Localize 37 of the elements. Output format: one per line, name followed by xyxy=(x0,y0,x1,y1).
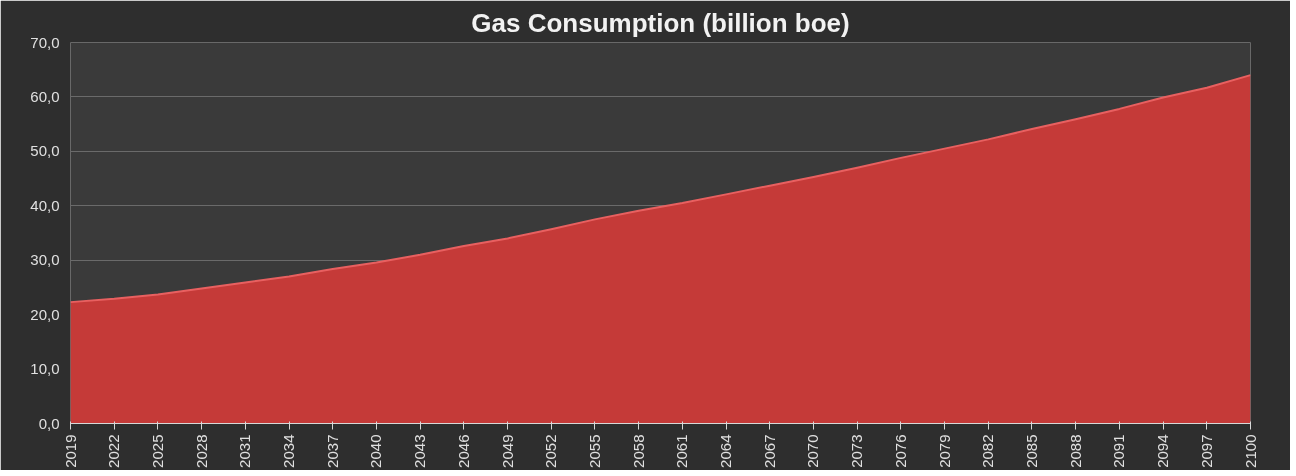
x-tick-label: 2073 xyxy=(848,434,866,468)
y-tick-label: 0,0 xyxy=(38,414,60,432)
y-tick-label: 20,0 xyxy=(30,305,60,323)
x-tick-label: 2025 xyxy=(148,434,166,468)
y-tick-label: 40,0 xyxy=(30,196,60,214)
x-tick-label: 2049 xyxy=(498,434,516,468)
y-tick-label: 10,0 xyxy=(30,360,60,378)
x-tick-label: 2019 xyxy=(61,434,79,468)
x-tick-label: 2094 xyxy=(1154,434,1172,468)
x-tick-label: 2022 xyxy=(105,434,123,468)
x-tick-label: 2046 xyxy=(454,434,472,468)
x-tick-label: 2067 xyxy=(760,434,778,468)
chart-title: Gas Consumption (billion boe) xyxy=(471,7,850,38)
x-tick-label: 2052 xyxy=(542,434,560,468)
x-tick-label: 2040 xyxy=(367,434,385,468)
x-tick-label: 2097 xyxy=(1197,434,1215,468)
x-tick-label: 2079 xyxy=(935,434,953,468)
x-tick-label: 2055 xyxy=(585,434,603,468)
x-tick-label: 2076 xyxy=(891,434,909,468)
x-tick-label: 2091 xyxy=(1110,434,1128,468)
x-tick-label: 2088 xyxy=(1066,434,1084,468)
y-tick-label: 60,0 xyxy=(30,87,60,105)
x-tick-label: 2031 xyxy=(236,434,254,468)
x-tick-label: 2082 xyxy=(979,434,997,468)
x-tick-label: 2061 xyxy=(673,434,691,468)
x-tick-label: 2064 xyxy=(717,434,735,468)
x-tick-label: 2034 xyxy=(280,434,298,468)
x-tick-label: 2058 xyxy=(629,434,647,468)
x-tick-label: 2037 xyxy=(323,434,341,468)
x-tick-label: 2085 xyxy=(1022,434,1040,468)
y-tick-label: 70,0 xyxy=(30,33,60,51)
x-tick-label: 2070 xyxy=(804,434,822,468)
y-tick-label: 30,0 xyxy=(30,251,60,269)
x-tick-label: 2100 xyxy=(1241,434,1259,468)
x-tick-label: 2043 xyxy=(411,434,429,468)
y-tick-label: 50,0 xyxy=(30,142,60,160)
x-tick-label: 2028 xyxy=(192,434,210,468)
